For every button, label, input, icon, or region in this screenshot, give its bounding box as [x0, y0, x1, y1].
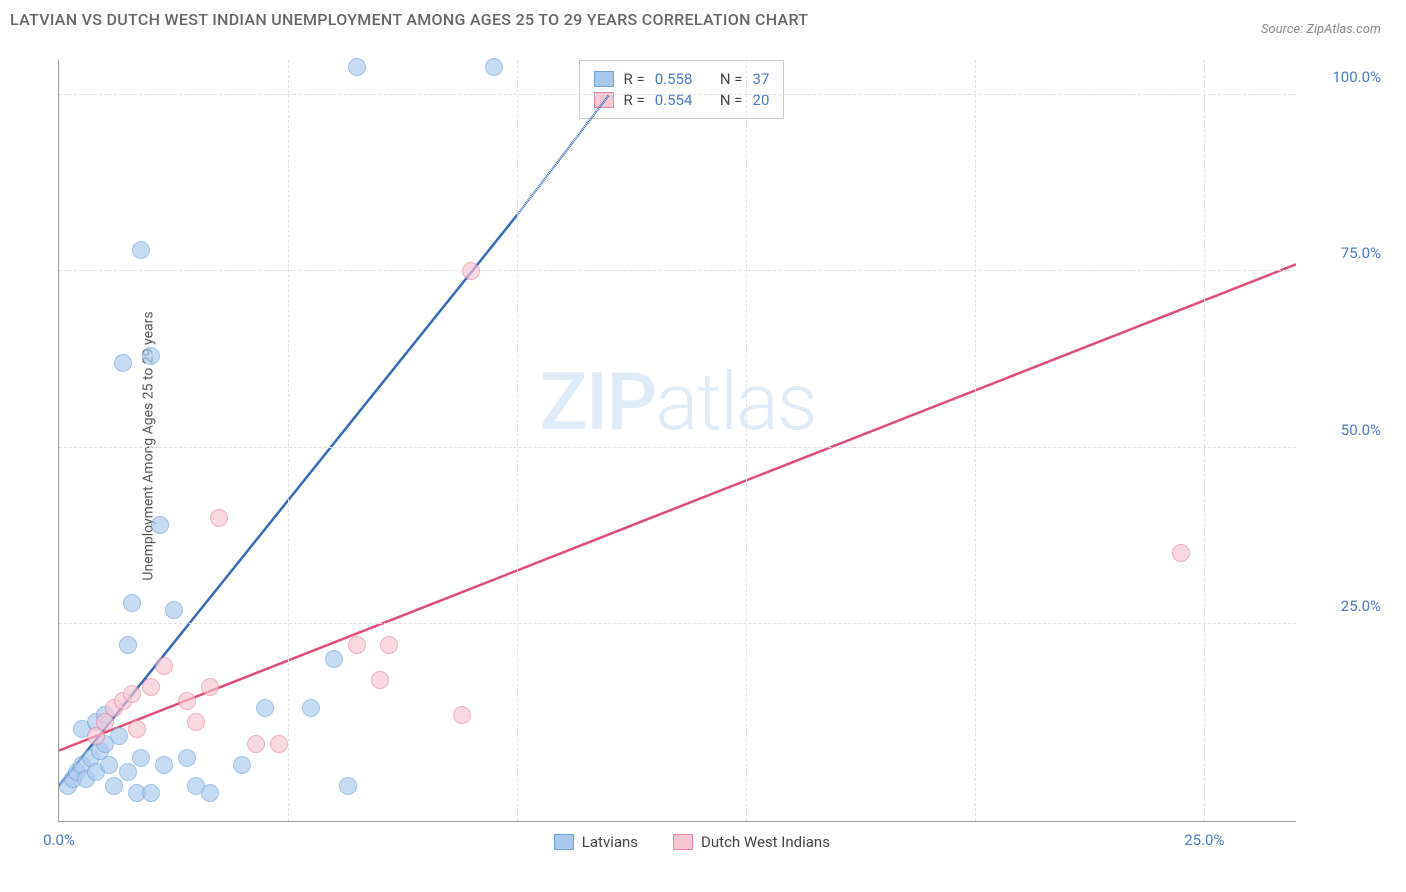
gridline-h [59, 623, 1296, 624]
stats-row-1: R = 0.558 N = 37 [594, 70, 770, 88]
data-point [165, 601, 183, 619]
swatch-pink-icon [673, 834, 693, 850]
data-point [119, 763, 137, 781]
data-point [1172, 544, 1190, 562]
data-point [210, 509, 228, 527]
swatch-blue-icon [554, 834, 574, 850]
data-point [178, 749, 196, 767]
stats-box: R = 0.558 N = 37 R = 0.554 N = 20 [579, 60, 785, 119]
data-point [348, 636, 366, 654]
gridline-v [975, 60, 976, 821]
data-point [233, 756, 251, 774]
watermark-bold: ZIP [540, 355, 656, 449]
y-tick-label: 75.0% [1341, 244, 1381, 262]
data-point [100, 756, 118, 774]
plot-area: ZIPatlas R = 0.558 N = 37 R = 0.554 N = … [58, 60, 1296, 822]
r-label: R = [624, 70, 645, 88]
swatch-blue-icon [594, 71, 614, 87]
gridline-h [59, 270, 1296, 271]
data-point [178, 692, 196, 710]
x-tick-label: 0.0% [43, 831, 75, 849]
regression-line [59, 264, 1296, 750]
y-tick-label: 50.0% [1341, 421, 1381, 439]
data-point [114, 354, 132, 372]
data-point [142, 784, 160, 802]
regression-lines [59, 60, 1296, 821]
gridline-v [517, 60, 518, 821]
data-point [119, 636, 137, 654]
data-point [371, 671, 389, 689]
data-point [128, 720, 146, 738]
gridline-v [746, 60, 747, 821]
y-tick-label: 25.0% [1341, 597, 1381, 615]
data-point [256, 699, 274, 717]
data-point [380, 636, 398, 654]
data-point [270, 735, 288, 753]
r-value-1: 0.558 [655, 70, 693, 88]
data-point [142, 678, 160, 696]
data-point [348, 58, 366, 76]
watermark-light: atlas [655, 355, 815, 449]
gridline-v [1204, 60, 1205, 821]
watermark: ZIPatlas [540, 355, 816, 449]
data-point [462, 262, 480, 280]
data-point [132, 749, 150, 767]
data-point [302, 699, 320, 717]
gridline-v [288, 60, 289, 821]
legend-label-1: Latvians [582, 833, 638, 851]
legend-label-2: Dutch West Indians [701, 833, 830, 851]
data-point [132, 241, 150, 259]
data-point [155, 657, 173, 675]
x-tick-label: 25.0% [1184, 831, 1224, 849]
data-point [123, 685, 141, 703]
data-point [155, 756, 173, 774]
data-point [110, 727, 128, 745]
data-point [453, 706, 471, 724]
source-attribution: Source: ZipAtlas.com [1261, 22, 1381, 37]
legend-item-1: Latvians [554, 833, 638, 851]
data-point [201, 678, 219, 696]
data-point [105, 777, 123, 795]
gridline-h [59, 447, 1296, 448]
data-point [247, 735, 265, 753]
data-point [123, 594, 141, 612]
legend-item-2: Dutch West Indians [673, 833, 830, 851]
data-point [151, 516, 169, 534]
gridline-h [59, 94, 1296, 95]
bottom-legend: Latvians Dutch West Indians [554, 833, 830, 851]
data-point [187, 713, 205, 731]
chart-title: LATVIAN VS DUTCH WEST INDIAN UNEMPLOYMEN… [10, 10, 1396, 29]
y-tick-label: 100.0% [1332, 68, 1381, 86]
data-point [339, 777, 357, 795]
n-label: N = [720, 70, 743, 88]
data-point [201, 784, 219, 802]
data-point [142, 347, 160, 365]
data-point [325, 650, 343, 668]
data-point [485, 58, 503, 76]
n-value-1: 37 [753, 70, 770, 88]
